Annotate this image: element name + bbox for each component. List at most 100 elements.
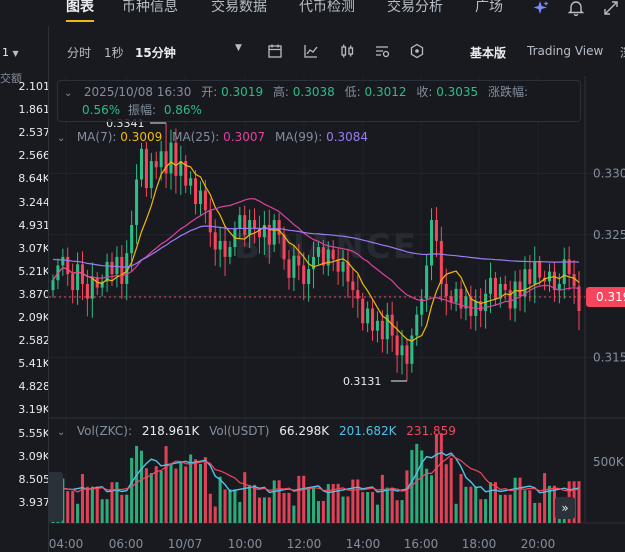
candle-body <box>272 220 276 245</box>
tab-trade-data[interactable]: 交易数据 <box>211 0 267 15</box>
interval-15m[interactable]: 15分钟 <box>135 46 176 60</box>
line-chart-icon[interactable] <box>303 43 319 59</box>
volume-bar <box>493 482 497 523</box>
candle-body <box>410 335 414 364</box>
candle-body <box>488 277 493 294</box>
candle-body <box>262 224 266 238</box>
candlestick-chart[interactable]: BINANCE0.33410.31310.3300.3250.3200.3155… <box>49 76 625 552</box>
interval-timeline[interactable]: 分时 <box>67 46 92 60</box>
candle-body <box>454 288 458 303</box>
volume-bar <box>203 457 207 523</box>
vol-zkc-label: Vol(ZKC): <box>76 424 132 438</box>
candle-body <box>238 215 242 229</box>
volume-bar <box>385 487 389 523</box>
candle-body <box>439 240 443 284</box>
vol-chevron-icon[interactable]: ⌄ <box>57 427 66 438</box>
candle-body <box>577 286 581 311</box>
left-list-value: 1.861 <box>18 103 49 117</box>
candle-body <box>346 261 350 282</box>
candle-body <box>218 240 222 250</box>
tab-token-check[interactable]: 代币检测 <box>299 0 355 15</box>
candle-body <box>144 148 148 189</box>
time-axis-label: 20:00 <box>521 537 556 551</box>
candle-body <box>184 161 188 186</box>
volume-bar <box>277 480 281 523</box>
volume-bar <box>366 492 370 523</box>
candle-body <box>139 148 144 180</box>
volume-bar <box>336 483 340 523</box>
candle-body <box>292 255 296 278</box>
view-trading-view[interactable]: Trading View <box>527 44 604 58</box>
tab-trade-analysis[interactable]: 交易分析 <box>387 0 443 15</box>
candle-body <box>375 320 379 331</box>
left-list-column-label: 交额 <box>0 72 22 85</box>
candle-body <box>469 296 473 316</box>
view-depth[interactable]: 深 <box>620 44 625 61</box>
ohlc-high-label: 高: <box>272 85 289 99</box>
volume-bar <box>454 503 458 523</box>
settings-icon[interactable] <box>374 43 390 59</box>
volume-bar <box>375 504 379 523</box>
volume-bar <box>415 443 419 523</box>
volume-bar <box>321 500 325 523</box>
ohlc-open-label: 开: <box>201 85 218 99</box>
interval-1s[interactable]: 1秒 <box>104 46 124 60</box>
left-list-header[interactable]: 1 ▼ <box>2 46 19 59</box>
time-axis-label: 10:00 <box>228 537 263 551</box>
vol-ma5-value: 201.682K <box>338 424 397 438</box>
volume-bar <box>80 474 85 523</box>
fullscreen-icon[interactable] <box>603 0 619 16</box>
left-list-value: 8.505 <box>18 472 49 486</box>
sparkle-icon[interactable] <box>533 0 549 16</box>
volume-bar <box>233 489 237 523</box>
volume-bar <box>307 488 311 523</box>
hexagon-icon[interactable] <box>409 43 425 59</box>
scroll-to-latest-button[interactable]: » <box>555 497 575 519</box>
candle-body <box>203 190 207 211</box>
candle-icon[interactable] <box>339 43 355 59</box>
candle-body <box>61 256 65 266</box>
volume-bar <box>533 502 537 523</box>
volume-axis-label: 500K <box>593 455 625 469</box>
tab-square[interactable]: 广场 <box>475 0 503 15</box>
candle-body <box>444 283 448 297</box>
candle-body <box>267 224 271 245</box>
left-list-value: 8.64K <box>18 172 49 186</box>
calendar-icon[interactable] <box>267 43 283 59</box>
bell-icon[interactable] <box>568 0 584 16</box>
vol-ma5-line <box>52 451 580 509</box>
ma7-value: 0.3009 <box>120 130 163 144</box>
volume-bar <box>523 490 527 523</box>
volume-bar <box>528 490 532 523</box>
time-axis-label: 04:00 <box>49 537 83 551</box>
candle-body <box>528 269 532 284</box>
candle-body <box>223 240 227 257</box>
left-list-value: 4.828 <box>18 380 49 394</box>
volume-bar <box>484 499 488 523</box>
candle-body <box>85 283 89 299</box>
ma7-label: MA(7): <box>76 130 117 144</box>
chevron-down-icon[interactable]: ⌄ <box>64 88 73 99</box>
volume-bar <box>361 492 365 523</box>
tab-chart[interactable]: 图表 <box>66 0 94 22</box>
volume-bar <box>105 499 109 523</box>
view-basic[interactable]: 基本版 <box>470 46 507 60</box>
candle-body <box>351 281 355 291</box>
ohlc-amp-label: 振幅: <box>127 103 156 117</box>
candle-body <box>572 274 576 287</box>
left-list-value: 2.537 <box>18 126 49 140</box>
scroll-left-handle[interactable] <box>49 472 63 522</box>
volume-bar <box>479 499 483 523</box>
volume-bar <box>371 491 375 523</box>
ma-chevron-icon[interactable]: ⌄ <box>57 133 66 144</box>
volume-bar <box>218 476 222 523</box>
volume-bar <box>110 482 114 523</box>
candle-body <box>425 265 429 299</box>
candle-body <box>518 281 522 297</box>
candle-body <box>557 283 561 291</box>
candle-body <box>179 161 183 176</box>
candle-body <box>302 265 306 284</box>
interval-dropdown-chevron-icon[interactable]: ▼ <box>235 43 242 53</box>
ma25-line <box>52 198 580 310</box>
tab-coin-info[interactable]: 币种信息 <box>122 0 178 15</box>
